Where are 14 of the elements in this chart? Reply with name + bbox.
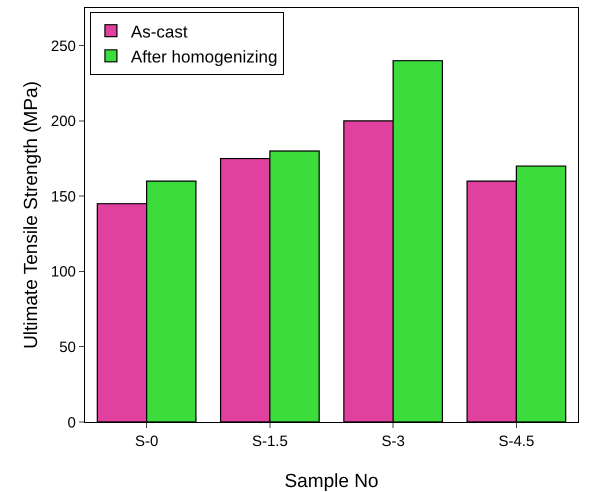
x-tick-label: S-0 [134, 433, 158, 450]
x-tick-label: S-3 [381, 433, 405, 450]
x-axis-title: Sample No [284, 471, 378, 492]
y-tick-label: 0 [68, 414, 76, 432]
y-tick-label: 150 [50, 188, 76, 206]
y-axis-title: Ultimate Tensile Strength (MPa) [20, 81, 42, 349]
y-tick-label: 250 [50, 38, 76, 55]
y-tick-label: 100 [50, 264, 76, 281]
x-tick-label: S-1.5 [252, 433, 288, 450]
legend-label: After homogenizing [130, 47, 278, 66]
x-tick-label: S-4.5 [498, 433, 534, 450]
legend-label: As-cast [130, 22, 188, 42]
y-tick-label: 200 [50, 113, 76, 130]
y-tick-label: 50 [59, 338, 76, 356]
